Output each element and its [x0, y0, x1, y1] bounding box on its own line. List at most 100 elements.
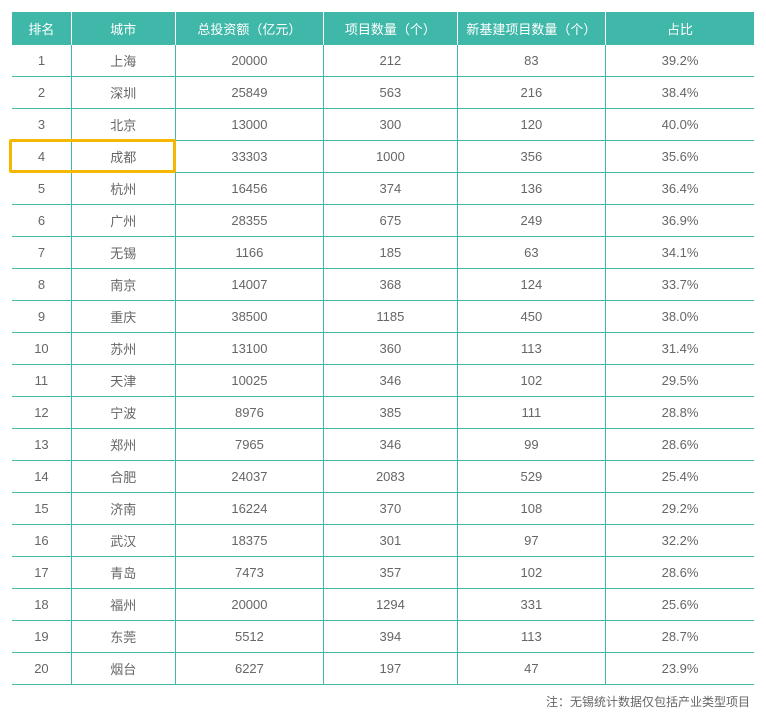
table-cell: 38.4% — [606, 77, 754, 109]
table-cell: 29.2% — [606, 493, 754, 525]
table-cell: 北京 — [71, 109, 175, 141]
table-cell: 20000 — [175, 589, 323, 621]
table-cell: 368 — [324, 269, 458, 301]
table-cell: 28.6% — [606, 557, 754, 589]
col-header-0: 排名 — [12, 12, 71, 45]
table-container: 排名城市总投资额（亿元）项目数量（个）新基建项目数量（个）占比 1上海20000… — [12, 12, 754, 685]
table-cell: 9 — [12, 301, 71, 333]
investment-table: 排名城市总投资额（亿元）项目数量（个）新基建项目数量（个）占比 1上海20000… — [12, 12, 754, 685]
table-cell: 烟台 — [71, 653, 175, 685]
table-cell: 16 — [12, 525, 71, 557]
table-cell: 6227 — [175, 653, 323, 685]
table-cell: 青岛 — [71, 557, 175, 589]
table-cell: 385 — [324, 397, 458, 429]
table-row: 4成都33303100035635.6% — [12, 141, 754, 173]
table-cell: 301 — [324, 525, 458, 557]
table-cell: 东莞 — [71, 621, 175, 653]
table-cell: 郑州 — [71, 429, 175, 461]
table-cell: 136 — [457, 173, 605, 205]
table-cell: 83 — [457, 45, 605, 77]
table-header-row: 排名城市总投资额（亿元）项目数量（个）新基建项目数量（个）占比 — [12, 12, 754, 45]
table-row: 15济南1622437010829.2% — [12, 493, 754, 525]
footnote: 注：无锡统计数据仅包括产业类型项目 — [12, 693, 754, 710]
table-cell: 35.6% — [606, 141, 754, 173]
table-cell: 111 — [457, 397, 605, 429]
table-cell: 120 — [457, 109, 605, 141]
table-cell: 3 — [12, 109, 71, 141]
table-cell: 33303 — [175, 141, 323, 173]
table-cell: 346 — [324, 429, 458, 461]
table-row: 5杭州1645637413636.4% — [12, 173, 754, 205]
table-cell: 23.9% — [606, 653, 754, 685]
table-cell: 357 — [324, 557, 458, 589]
table-cell: 广州 — [71, 205, 175, 237]
table-cell: 上海 — [71, 45, 175, 77]
table-cell: 1 — [12, 45, 71, 77]
table-cell: 28.7% — [606, 621, 754, 653]
table-row: 18福州20000129433125.6% — [12, 589, 754, 621]
table-cell: 113 — [457, 621, 605, 653]
table-cell: 11 — [12, 365, 71, 397]
table-cell: 武汉 — [71, 525, 175, 557]
table-row: 14合肥24037208352925.4% — [12, 461, 754, 493]
table-cell: 13000 — [175, 109, 323, 141]
table-row: 13郑州79653469928.6% — [12, 429, 754, 461]
table-cell: 19 — [12, 621, 71, 653]
table-row: 9重庆38500118545038.0% — [12, 301, 754, 333]
table-cell: 212 — [324, 45, 458, 77]
table-cell: 10 — [12, 333, 71, 365]
table-cell: 17 — [12, 557, 71, 589]
table-cell: 38500 — [175, 301, 323, 333]
table-cell: 宁波 — [71, 397, 175, 429]
table-row: 20烟台62271974723.9% — [12, 653, 754, 685]
table-row: 19东莞551239411328.7% — [12, 621, 754, 653]
table-cell: 529 — [457, 461, 605, 493]
table-cell: 15 — [12, 493, 71, 525]
table-row: 1上海200002128339.2% — [12, 45, 754, 77]
table-row: 3北京1300030012040.0% — [12, 109, 754, 141]
table-cell: 2 — [12, 77, 71, 109]
table-cell: 450 — [457, 301, 605, 333]
table-cell: 深圳 — [71, 77, 175, 109]
table-cell: 28.8% — [606, 397, 754, 429]
table-row: 7无锡11661856334.1% — [12, 237, 754, 269]
table-row: 17青岛747335710228.6% — [12, 557, 754, 589]
table-cell: 16456 — [175, 173, 323, 205]
col-header-1: 城市 — [71, 12, 175, 45]
table-cell: 197 — [324, 653, 458, 685]
table-cell: 天津 — [71, 365, 175, 397]
table-cell: 7 — [12, 237, 71, 269]
table-cell: 20 — [12, 653, 71, 685]
table-cell: 216 — [457, 77, 605, 109]
table-cell: 14 — [12, 461, 71, 493]
table-cell: 1294 — [324, 589, 458, 621]
table-cell: 356 — [457, 141, 605, 173]
table-cell: 374 — [324, 173, 458, 205]
table-cell: 6 — [12, 205, 71, 237]
table-cell: 113 — [457, 333, 605, 365]
table-cell: 10025 — [175, 365, 323, 397]
table-cell: 4 — [12, 141, 71, 173]
table-cell: 20000 — [175, 45, 323, 77]
table-cell: 47 — [457, 653, 605, 685]
table-cell: 重庆 — [71, 301, 175, 333]
table-cell: 成都 — [71, 141, 175, 173]
table-cell: 360 — [324, 333, 458, 365]
table-cell: 5 — [12, 173, 71, 205]
table-cell: 25.6% — [606, 589, 754, 621]
table-cell: 370 — [324, 493, 458, 525]
table-cell: 99 — [457, 429, 605, 461]
table-cell: 7965 — [175, 429, 323, 461]
table-cell: 33.7% — [606, 269, 754, 301]
table-cell: 124 — [457, 269, 605, 301]
table-cell: 13100 — [175, 333, 323, 365]
table-cell: 南京 — [71, 269, 175, 301]
table-cell: 40.0% — [606, 109, 754, 141]
col-header-3: 项目数量（个） — [324, 12, 458, 45]
table-cell: 杭州 — [71, 173, 175, 205]
table-cell: 32.2% — [606, 525, 754, 557]
table-cell: 合肥 — [71, 461, 175, 493]
table-row: 10苏州1310036011331.4% — [12, 333, 754, 365]
table-cell: 675 — [324, 205, 458, 237]
table-cell: 34.1% — [606, 237, 754, 269]
